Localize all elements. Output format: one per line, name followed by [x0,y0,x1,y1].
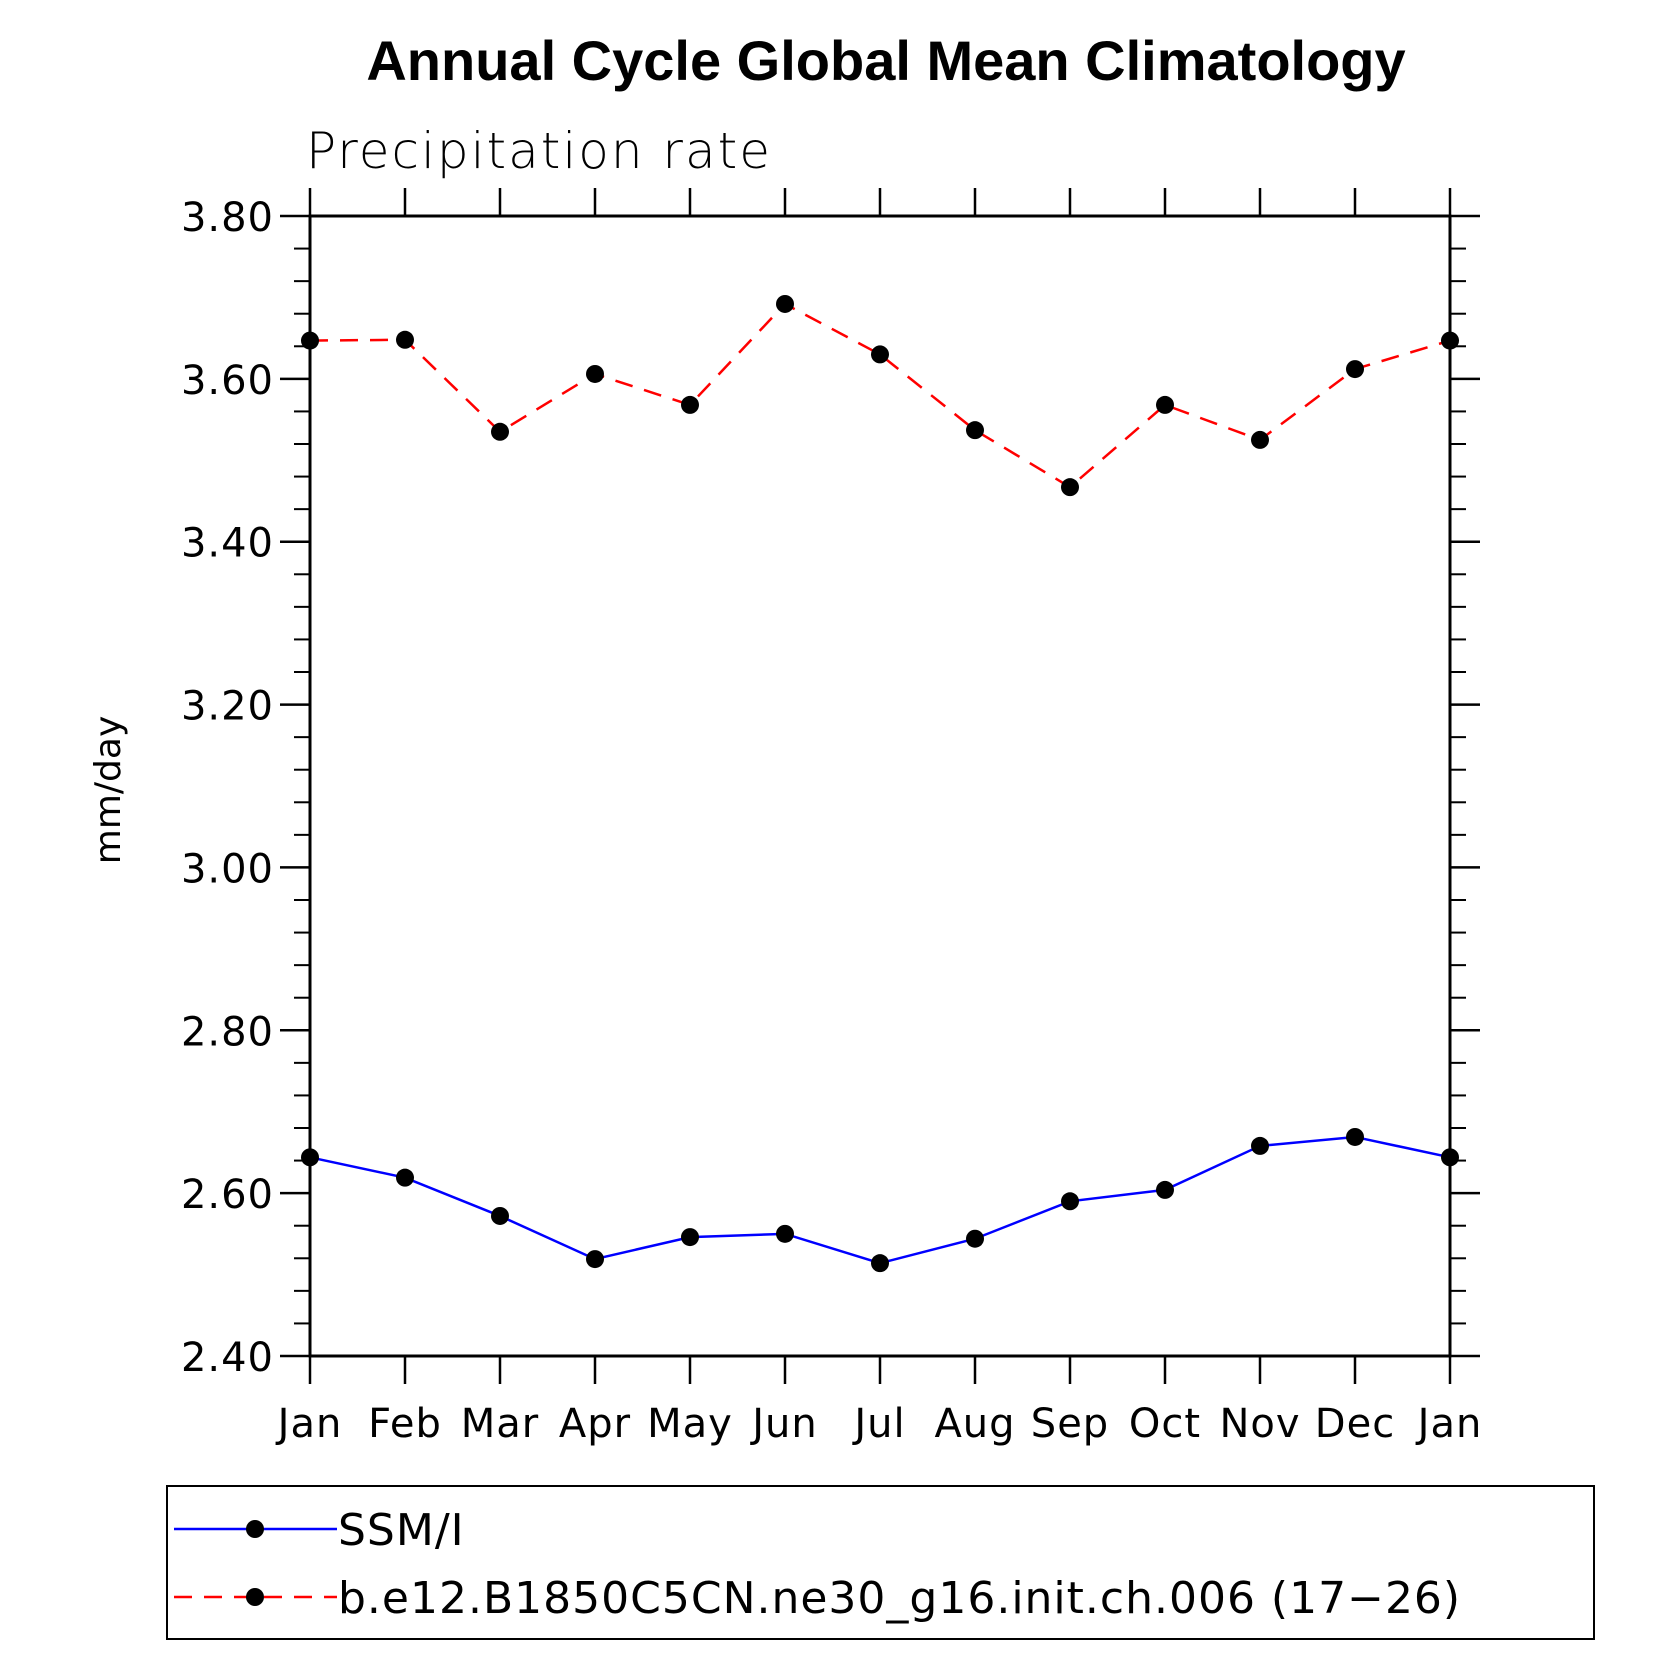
x-tick-label: Apr [559,1401,631,1447]
legend-marker-model [246,1588,264,1606]
plot-frame [308,214,1452,1358]
x-tick-label: Aug [934,1401,1015,1447]
series-1-point [1061,478,1079,497]
x-tick-label: Oct [1129,1401,1201,1447]
legend-marker-ssmi [246,1520,264,1538]
y-tick-label: 3.00 [181,846,274,892]
x-tick-label: Mar [461,1401,539,1447]
x-tick-labels: Jan Feb Mar Apr May Jun Jul Aug Sep Oct Nov Dec Jan [275,1401,1483,1447]
x-tick-label: Jul [851,1401,905,1447]
series-0-point [1441,1148,1459,1167]
series-1-point [776,294,794,313]
x-tick-label: Feb [368,1401,442,1447]
series-0-point [301,1148,319,1167]
major-ticks [280,188,1480,1384]
x-tick-label: Jun [749,1401,818,1447]
series-0-point [681,1228,699,1247]
y-tick-label: 3.80 [181,195,274,241]
legend-box [166,1485,1595,1640]
series-1-point [1346,360,1364,379]
minor-ticks [294,247,1466,1325]
x-tick-label: Jan [275,1401,343,1447]
series-0-point [966,1229,984,1248]
x-tick-label: Jan [1415,1401,1483,1447]
series-layer [301,294,1459,1273]
series-1-point [871,345,889,364]
y-axis-label: mm/day [88,716,129,864]
series-0-point [396,1168,414,1187]
series-1-point [1156,395,1174,414]
x-tick-label: Dec [1315,1401,1395,1447]
series-1-point [681,395,699,414]
series-0-point [1251,1136,1269,1155]
series-1-point [301,331,319,350]
series-0-point [871,1254,889,1273]
legend-label-model: b.e12.B1850C5CN.ne30_g16.init.ch.006 (17… [338,1573,1461,1624]
series-1-point [966,421,984,440]
series-0-point [1346,1127,1364,1146]
y-tick-label: 2.40 [181,1335,274,1381]
series-0-point [1061,1192,1079,1211]
series-0-point [491,1206,509,1225]
series-1-point [491,422,509,441]
series-line-1 [309,302,1451,489]
series-0-point [776,1224,794,1243]
series-0-point [586,1250,604,1269]
y-tick-label: 2.80 [181,1009,274,1055]
x-tick-label: May [647,1401,733,1447]
chart-subtitle: Precipitation rate [306,122,772,180]
x-tick-label: Sep [1031,1401,1109,1447]
y-tick-label: 3.20 [181,684,274,730]
y-tick-label: 2.60 [181,1172,274,1218]
series-1-point [396,330,414,349]
y-tick-label: 3.60 [181,358,274,404]
series-1-point [586,364,604,383]
chart-title: Annual Cycle Global Mean Climatology [366,29,1405,92]
legend-label-ssmi: SSM/I [338,1505,465,1556]
y-tick-label: 3.40 [181,521,274,567]
x-tick-label: Nov [1219,1401,1300,1447]
y-tick-labels: 2.40 2.60 2.80 3.00 3.20 3.40 3.60 3.80 [181,195,274,1381]
series-1-point [1251,430,1269,449]
series-line-0 [309,1135,1451,1265]
legend: SSM/I b.e12.B1850C5CN.ne30_g16.init.ch.0… [166,1485,1595,1640]
series-1-point [1441,331,1459,350]
series-0-point [1156,1180,1174,1199]
